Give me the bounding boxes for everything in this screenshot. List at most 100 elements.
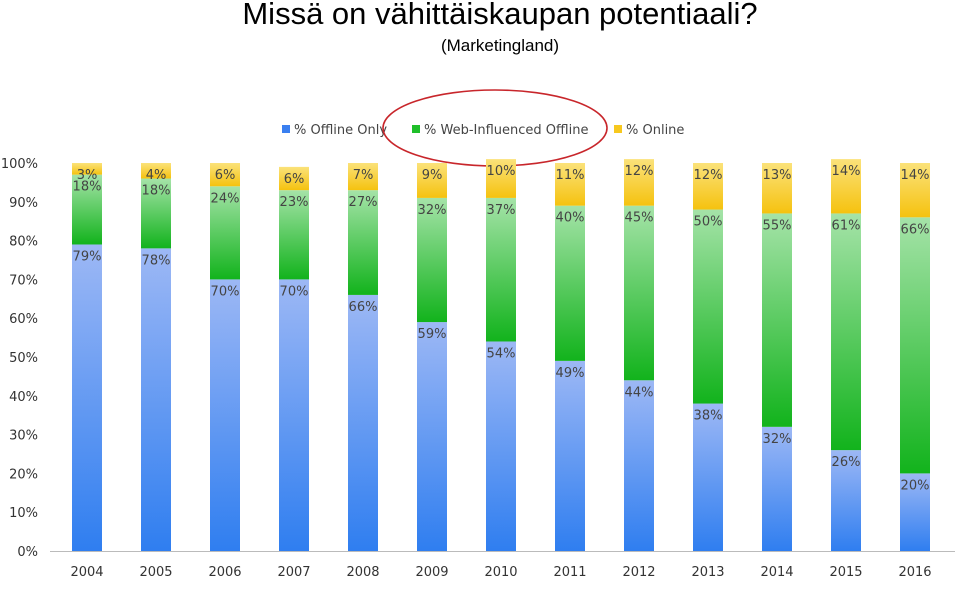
data-label: 10% [487, 164, 516, 179]
x-tick-label: 2005 [139, 565, 172, 580]
legend-swatch [282, 125, 290, 133]
bar-segment [279, 279, 309, 551]
data-label: 12% [625, 164, 654, 179]
bar-segment [279, 190, 309, 280]
data-label: 55% [763, 218, 792, 233]
bar-segment [486, 197, 516, 342]
bar-segment [72, 174, 102, 245]
bar-segment [693, 163, 723, 210]
legend-swatch [614, 125, 622, 133]
data-label: 40% [556, 211, 585, 226]
bar-segment [348, 163, 378, 191]
bar-segment [486, 159, 516, 198]
y-tick-label: 60% [9, 312, 38, 327]
data-label: 14% [901, 168, 930, 183]
bar-segment [900, 217, 930, 474]
bar-segment [486, 341, 516, 551]
y-tick-label: 40% [9, 390, 38, 405]
y-tick-label: 90% [9, 196, 38, 211]
bar-segment [141, 178, 171, 249]
data-label: 6% [284, 172, 305, 187]
bar-segment [693, 403, 723, 551]
bar-segment [417, 163, 447, 198]
data-label: 12% [694, 168, 723, 183]
x-tick-label: 2004 [70, 565, 103, 580]
bar-segment [72, 163, 102, 175]
data-label: 37% [487, 203, 516, 218]
y-axis: 0% 10% 20% 30% 40% 50% 60% 70% 80% 90% 100% [1, 157, 955, 560]
bar-segment [900, 163, 930, 218]
data-label: 44% [625, 385, 654, 400]
x-tick-label: 2016 [898, 565, 931, 580]
x-tick-label: 2013 [691, 565, 724, 580]
data-label: 24% [211, 191, 240, 206]
y-tick-label: 20% [9, 467, 38, 482]
y-tick-label: 70% [9, 273, 38, 288]
data-label: 49% [556, 366, 585, 381]
data-label: 66% [901, 222, 930, 237]
data-label: 13% [763, 168, 792, 183]
bar-segment [417, 197, 447, 323]
data-label: 66% [349, 300, 378, 315]
bar-segment [831, 159, 861, 214]
data-label: 78% [142, 253, 171, 268]
x-tick-label: 2014 [760, 565, 793, 580]
bar-segment [417, 322, 447, 551]
data-label: 59% [418, 327, 447, 342]
data-label: 32% [418, 203, 447, 218]
x-tick-label: 2012 [622, 565, 655, 580]
y-tick-label: 100% [1, 157, 38, 172]
page-title: Missä on vähittäiskaupan potentiaali? [242, 0, 758, 31]
x-axis: 2004 2005 2006 2007 2008 2009 2010 2011 2012 2013… [70, 565, 931, 580]
bar-segment [624, 205, 654, 381]
bar-segment [348, 294, 378, 551]
data-label: 26% [832, 455, 861, 470]
y-tick-label: 30% [9, 429, 38, 444]
bar-segment [141, 248, 171, 552]
bar-segment [900, 473, 930, 551]
bar-segment [555, 163, 585, 206]
data-label: 7% [353, 168, 374, 183]
data-label: 45% [625, 211, 654, 226]
data-label: 38% [694, 409, 723, 424]
chart-legend: % Offline Only % Web-Influenced Offline % … [282, 123, 684, 138]
data-label: 70% [280, 284, 309, 299]
legend-label: % Web-Influenced Offline [424, 123, 588, 138]
bar-segment [762, 163, 792, 214]
data-label: 70% [211, 284, 240, 299]
data-label: 18% [142, 184, 171, 199]
data-label: 18% [73, 180, 102, 195]
x-tick-label: 2006 [208, 565, 241, 580]
bar-segment [141, 163, 171, 179]
data-label: 50% [694, 215, 723, 230]
x-tick-label: 2008 [346, 565, 379, 580]
y-tick-label: 10% [9, 506, 38, 521]
bar-segment [762, 426, 792, 551]
bar-segment [348, 190, 378, 295]
data-label: 6% [215, 168, 236, 183]
data-label: 11% [556, 168, 585, 183]
bar-segment [831, 213, 861, 451]
data-label: 4% [146, 168, 167, 183]
bar-segment [693, 209, 723, 404]
x-tick-label: 2015 [829, 565, 862, 580]
data-label: 61% [832, 218, 861, 233]
page-subtitle: (Marketingland) [440, 36, 560, 55]
x-tick-label: 2007 [277, 565, 310, 580]
legend-label: % Offline Only [294, 123, 387, 138]
bar-segment [624, 159, 654, 206]
y-tick-label: 80% [9, 235, 38, 250]
bars: 79%18%3%78%18%4%70%24%6%70%23%6%66%27%7%… [72, 159, 930, 552]
x-tick-label: 2011 [553, 565, 586, 580]
data-label: 14% [832, 164, 861, 179]
y-tick-label: 0% [17, 545, 38, 560]
bar-segment [210, 279, 240, 551]
data-label: 27% [349, 195, 378, 210]
bar-segment [210, 163, 240, 187]
data-label: 20% [901, 478, 930, 493]
legend-label: % Online [626, 123, 684, 138]
bar-segment [279, 166, 309, 191]
bar-segment [555, 205, 585, 361]
y-tick-label: 50% [9, 351, 38, 366]
